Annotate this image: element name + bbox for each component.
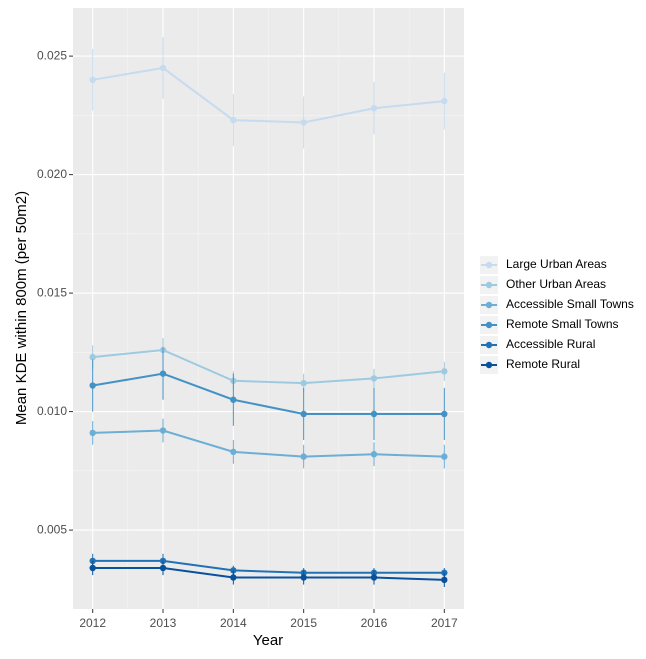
- series-line: [92, 429, 445, 458]
- y-axis-title: Mean KDE within 800m (per 50m2): [13, 191, 30, 425]
- point: [89, 382, 96, 389]
- x-tick-label: 2017: [431, 616, 458, 630]
- legend-point: [485, 281, 493, 289]
- point: [230, 396, 237, 403]
- series-line: [92, 66, 445, 124]
- series-line: [92, 348, 445, 385]
- y-tick-label: 0.015: [37, 285, 67, 299]
- y-tick-label: 0.010: [37, 404, 67, 418]
- series-line: [92, 559, 445, 574]
- x-tick-label: 2014: [220, 616, 247, 630]
- point: [300, 574, 307, 581]
- legend-label: Large Urban Areas: [506, 257, 607, 271]
- legend-label: Other Urban Areas: [506, 277, 606, 291]
- point: [300, 379, 307, 387]
- y-tick-label: 0.020: [37, 167, 67, 181]
- legend-point: [485, 261, 493, 269]
- point: [230, 448, 237, 456]
- point: [230, 116, 237, 124]
- series-line: [92, 372, 445, 415]
- legend-point: [485, 301, 493, 309]
- point: [441, 410, 448, 418]
- legend-point: [485, 321, 493, 329]
- legend-label: Accessible Small Towns: [506, 297, 634, 311]
- point: [441, 576, 448, 584]
- point: [300, 453, 307, 460]
- x-axis-title: Year: [253, 632, 283, 649]
- point: [89, 353, 96, 361]
- point: [370, 574, 378, 581]
- point: [300, 119, 307, 126]
- point: [441, 368, 448, 375]
- x-tick-label: 2013: [150, 616, 177, 630]
- y-tick-label: 0.025: [37, 48, 67, 62]
- legend-label: Remote Rural: [506, 357, 580, 371]
- point: [441, 453, 448, 460]
- point: [300, 410, 307, 418]
- point: [159, 64, 167, 72]
- x-tick-label: 2015: [290, 616, 317, 630]
- legend-label: Remote Small Towns: [506, 317, 619, 331]
- x-tick-label: 2012: [79, 616, 106, 630]
- point: [370, 105, 378, 112]
- legend-label: Accessible Rural: [506, 337, 595, 351]
- point: [230, 574, 237, 581]
- point: [159, 427, 167, 434]
- point: [89, 564, 96, 572]
- point: [159, 564, 167, 572]
- point: [370, 375, 378, 382]
- series-line: [92, 567, 445, 581]
- point: [441, 97, 448, 105]
- point: [89, 76, 96, 84]
- y-tick-label: 0.005: [37, 522, 67, 536]
- point: [159, 370, 167, 377]
- point: [89, 429, 96, 437]
- point: [370, 410, 378, 418]
- legend-point: [485, 341, 493, 349]
- legend-point: [485, 361, 493, 369]
- point: [370, 451, 378, 458]
- x-tick-label: 2016: [361, 616, 388, 630]
